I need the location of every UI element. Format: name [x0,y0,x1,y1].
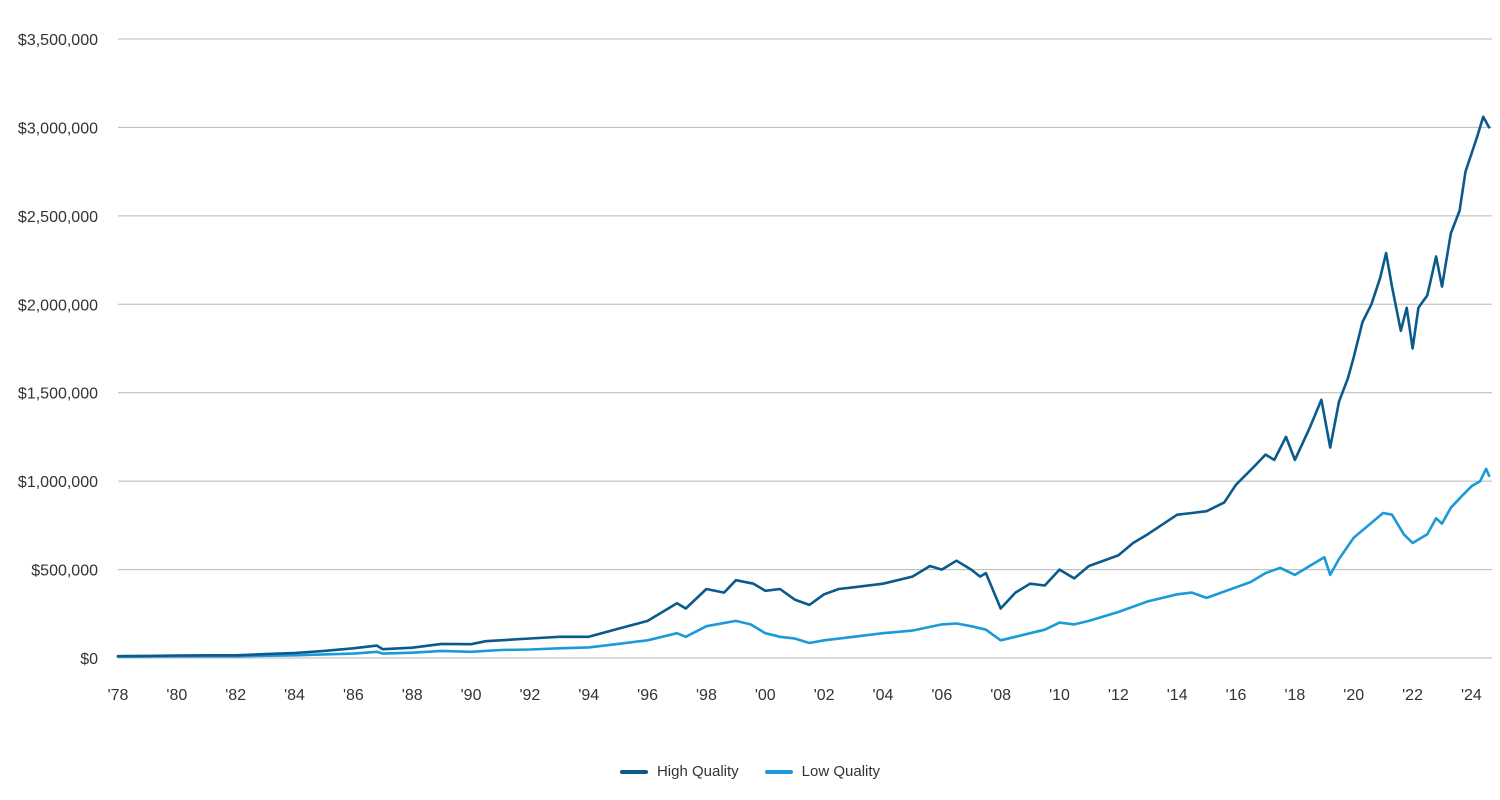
y-tick-label: $500,000 [31,563,98,580]
series-line-high-quality [116,115,1491,658]
x-tick-label: '08 [990,687,1011,704]
x-tick-label: '86 [343,687,364,704]
y-axis: $0 $500,000 $1,000,000 $1,500,000 $2,000,000… [18,32,98,668]
x-tick-label: '12 [1108,687,1129,704]
series-lines [116,115,1491,658]
x-tick-label: '96 [637,687,658,704]
x-tick-label: '88 [402,687,423,704]
legend-item-low-quality: Low Quality [764,763,881,780]
legend-label-high-quality: High Quality [656,763,739,780]
y-tick-label: $2,500,000 [18,209,98,226]
x-tick-label: '04 [873,687,894,704]
x-tick-label: '92 [519,687,540,704]
x-tick-label: '94 [578,687,599,704]
y-tick-label: $3,000,000 [18,120,98,137]
x-tick-label: '80 [166,687,187,704]
x-tick-label: '82 [225,687,246,704]
y-tick-label: $1,500,000 [18,386,98,403]
gridlines [118,38,1492,659]
y-tick-label: $1,000,000 [18,474,98,491]
legend-swatch-high-quality [619,769,648,774]
x-tick-label: '24 [1461,687,1482,704]
legend: High Quality Low Quality [0,763,1500,780]
x-axis: '78 '80 '82 '84 '86 '88 '90 '92 '94 '96 '98 '00 '02 '… [108,687,1482,704]
y-tick-label: $3,500,000 [18,32,98,49]
x-tick-label: '98 [696,687,717,704]
x-tick-label: '20 [1343,687,1364,704]
x-tick-label: '84 [284,687,305,704]
series-line-low-quality [116,467,1491,658]
x-tick-label: '18 [1284,687,1305,704]
x-tick-label: '22 [1402,687,1423,704]
legend-label-low-quality: Low Quality [801,763,881,780]
x-tick-label: '14 [1167,687,1188,704]
x-tick-label: '78 [108,687,129,704]
x-tick-label: '06 [931,687,952,704]
y-tick-label: $2,000,000 [18,297,98,314]
legend-item-high-quality: High Quality [619,763,739,780]
x-tick-label: '02 [814,687,835,704]
x-tick-label: '90 [461,687,482,704]
x-tick-label: '00 [755,687,776,704]
legend-swatch-low-quality [764,769,793,774]
x-tick-label: '10 [1049,687,1070,704]
y-tick-label: $0 [80,651,98,668]
x-tick-label: '16 [1226,687,1247,704]
